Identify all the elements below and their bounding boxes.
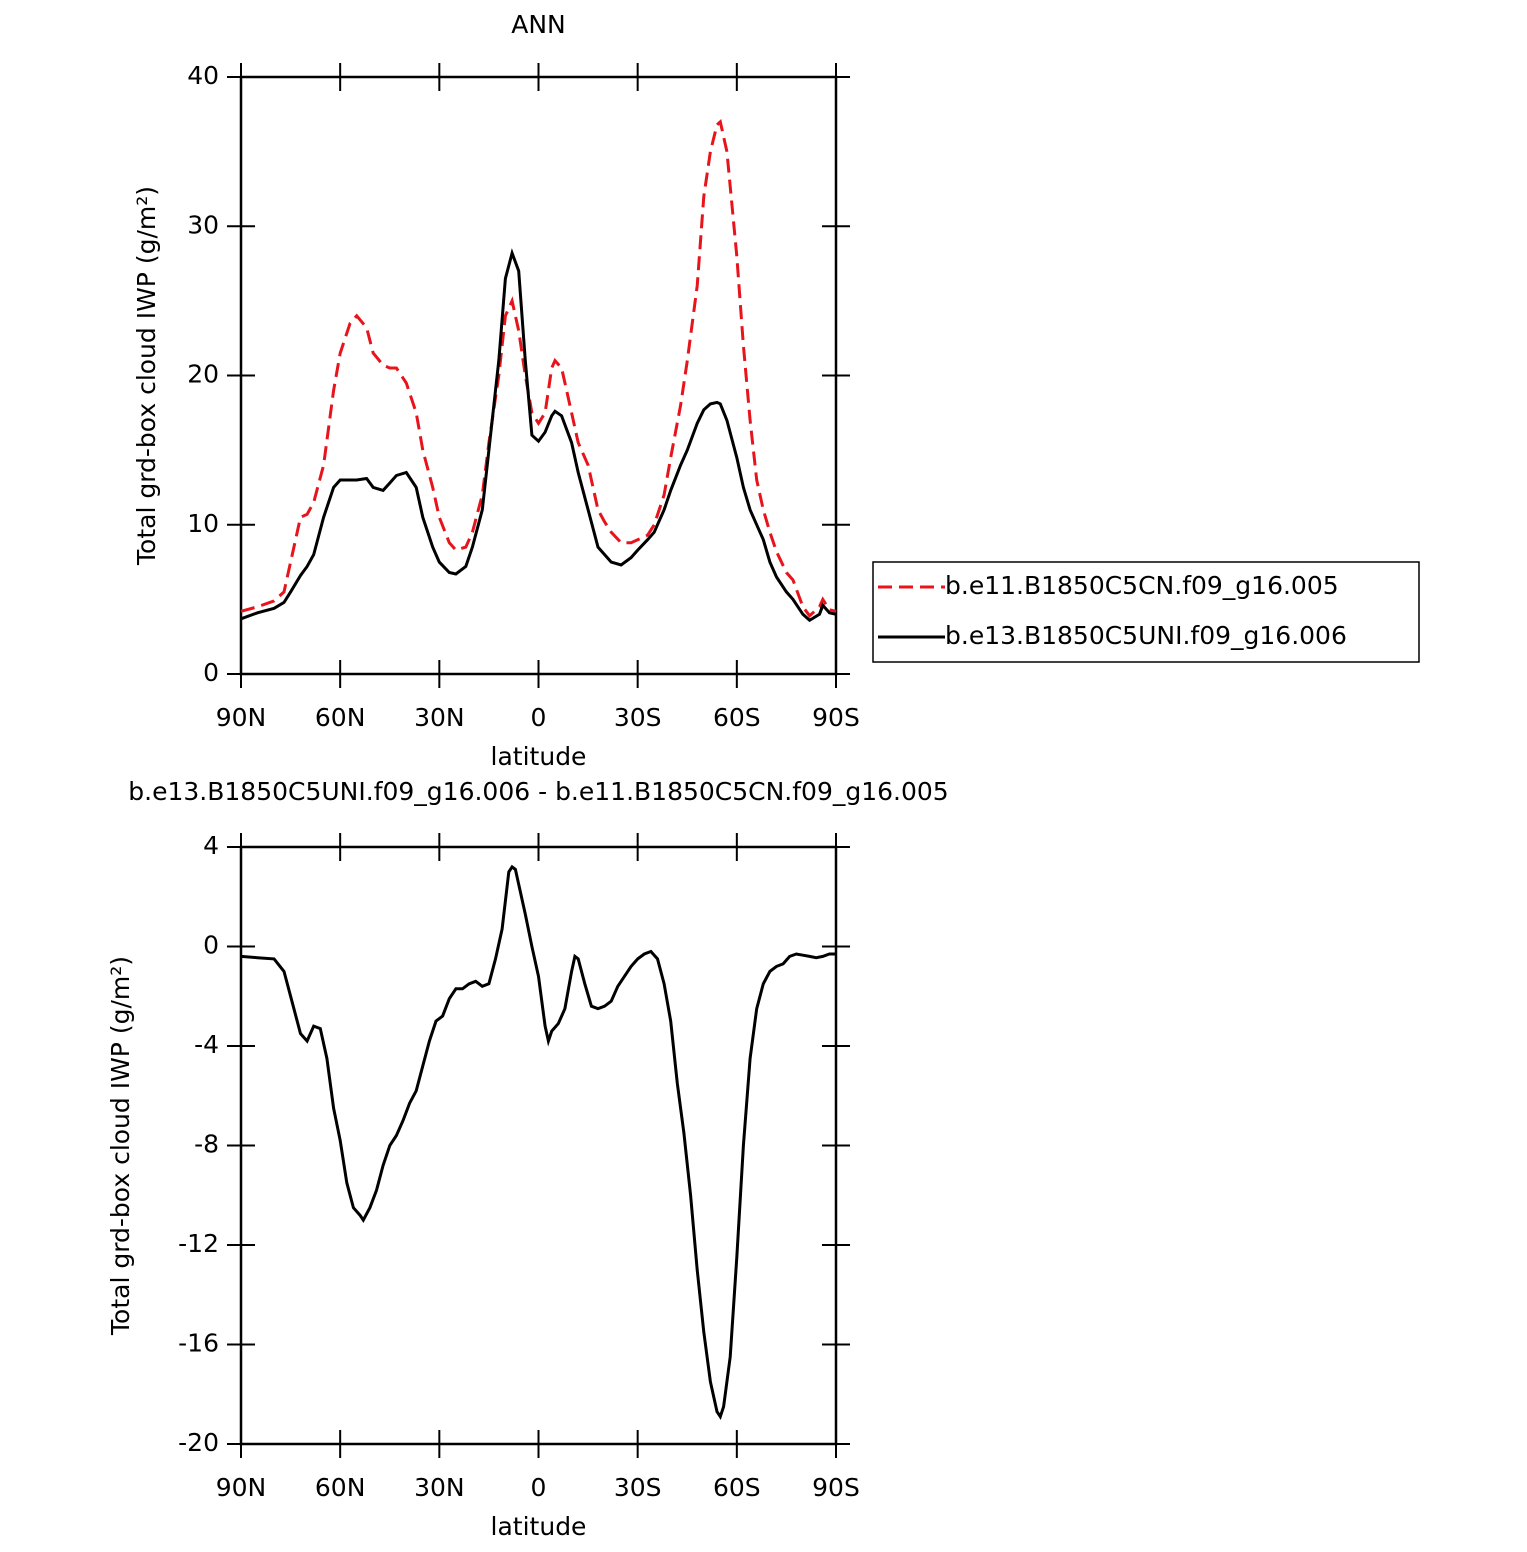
legend-label: b.e13.B1850C5UNI.f09_g16.006 (945, 621, 1347, 650)
chart-title: b.e13.B1850C5UNI.f09_g16.006 - b.e11.B18… (128, 777, 948, 806)
x-tick-label: 0 (531, 1473, 547, 1502)
x-tick-label: 30S (614, 703, 662, 732)
x-tick-label: 90N (216, 703, 267, 732)
data-line (240, 864, 836, 1420)
plot-frame (239, 845, 838, 1446)
data-line (240, 118, 837, 619)
y-tick-label: 0 (203, 658, 219, 687)
x-tick-label: 30N (414, 703, 465, 732)
x-tick-label: 60N (315, 1473, 366, 1502)
x-tick-label: 90S (812, 1473, 860, 1502)
x-tick-label: 30N (414, 1473, 465, 1502)
y-tick-label: 4 (203, 831, 219, 860)
x-axis-label: latitude (491, 1512, 587, 1541)
y-tick-label: 10 (187, 509, 219, 538)
y-tick-label: -16 (178, 1329, 219, 1358)
x-tick-label: 60S (713, 703, 761, 732)
x-tick-label: 60S (713, 1473, 761, 1502)
x-axis-label: latitude (491, 742, 587, 771)
legend-label: b.e11.B1850C5CN.f09_g16.005 (945, 571, 1339, 600)
y-tick-label: -4 (194, 1030, 219, 1059)
y-tick-label: -8 (194, 1130, 219, 1159)
x-tick-label: 90S (812, 703, 860, 732)
x-tick-label: 0 (531, 703, 547, 732)
plot-frame (239, 75, 838, 676)
x-tick-label: 60N (315, 703, 366, 732)
y-tick-label: -20 (178, 1428, 219, 1457)
chart-title: ANN (511, 10, 566, 39)
y-tick-label: 30 (187, 210, 219, 239)
y-tick-label: -12 (178, 1229, 219, 1258)
data-line (240, 248, 837, 623)
y-axis-label: Total grd-box cloud IWP (g/m²) (106, 956, 135, 1336)
legend-box (872, 561, 1420, 663)
y-tick-label: 40 (187, 61, 219, 90)
y-tick-label: 0 (203, 931, 219, 960)
y-axis-label: Total grd-box cloud IWP (g/m²) (132, 186, 161, 566)
x-tick-label: 30S (614, 1473, 662, 1502)
y-tick-label: 20 (187, 360, 219, 389)
x-tick-label: 90N (216, 1473, 267, 1502)
